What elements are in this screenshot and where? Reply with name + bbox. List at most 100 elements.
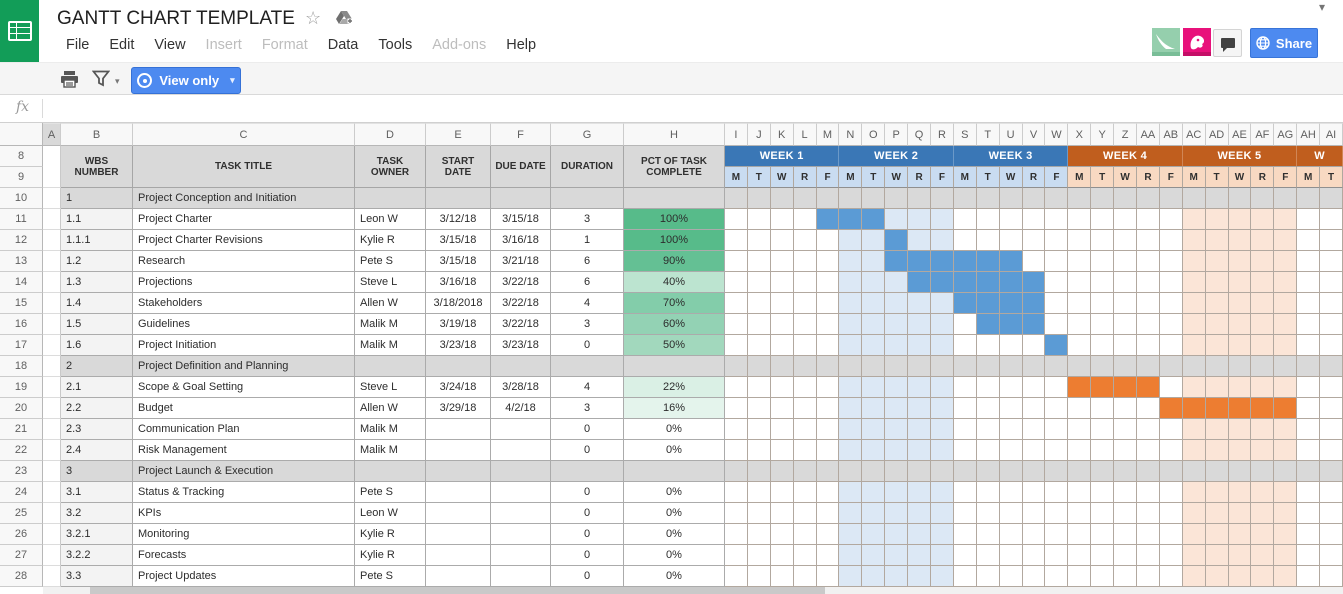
- cell-H14[interactable]: 40%: [624, 272, 725, 293]
- cell-M25[interactable]: [817, 503, 840, 524]
- cell-P18[interactable]: [885, 356, 908, 377]
- column-header-H[interactable]: H: [624, 123, 725, 146]
- cell-U16[interactable]: [1000, 314, 1023, 335]
- cell-T13[interactable]: [977, 251, 1000, 272]
- cell-E28[interactable]: [426, 566, 491, 587]
- cell-AG24[interactable]: [1274, 482, 1297, 503]
- cell-AH11[interactable]: [1297, 209, 1320, 230]
- cell-N21[interactable]: [839, 419, 862, 440]
- cell-AI25[interactable]: [1320, 503, 1343, 524]
- cell-D14[interactable]: Steve L: [355, 272, 426, 293]
- cell-R26[interactable]: [931, 524, 954, 545]
- cell-N16[interactable]: [839, 314, 862, 335]
- cell-F12[interactable]: 3/16/18: [491, 230, 551, 251]
- cell-B25[interactable]: 3.2: [61, 503, 133, 524]
- cell-O26[interactable]: [862, 524, 885, 545]
- row-header-18[interactable]: 18: [0, 356, 43, 377]
- cell-J28[interactable]: [748, 566, 771, 587]
- cell-D11[interactable]: Leon W: [355, 209, 426, 230]
- cell-P17[interactable]: [885, 335, 908, 356]
- cell-Q14[interactable]: [908, 272, 931, 293]
- column-header-V[interactable]: V: [1023, 123, 1046, 146]
- row-header-20[interactable]: 20: [0, 398, 43, 419]
- day-header-T[interactable]: T: [977, 167, 1000, 188]
- cell-Z19[interactable]: [1114, 377, 1137, 398]
- cell-A22[interactable]: [43, 440, 61, 461]
- cell-C26[interactable]: Monitoring: [133, 524, 355, 545]
- cell-Z11[interactable]: [1114, 209, 1137, 230]
- cell-L21[interactable]: [794, 419, 817, 440]
- menu-data[interactable]: Data: [318, 34, 369, 56]
- cell-AA12[interactable]: [1137, 230, 1160, 251]
- cell-AF24[interactable]: [1251, 482, 1274, 503]
- cell-C23[interactable]: Project Launch & Execution: [133, 461, 355, 482]
- cell-AD10[interactable]: [1206, 188, 1229, 209]
- cell-AA16[interactable]: [1137, 314, 1160, 335]
- cell-AF27[interactable]: [1251, 545, 1274, 566]
- cell-T16[interactable]: [977, 314, 1000, 335]
- cell-A18[interactable]: [43, 356, 61, 377]
- cell-AC14[interactable]: [1183, 272, 1206, 293]
- cell-F18[interactable]: [491, 356, 551, 377]
- menu-edit[interactable]: Edit: [99, 34, 144, 56]
- cell-AI17[interactable]: [1320, 335, 1343, 356]
- cell-T26[interactable]: [977, 524, 1000, 545]
- cell-AA13[interactable]: [1137, 251, 1160, 272]
- cell-AD14[interactable]: [1206, 272, 1229, 293]
- cell-X17[interactable]: [1068, 335, 1091, 356]
- cell-AD19[interactable]: [1206, 377, 1229, 398]
- cell-AC10[interactable]: [1183, 188, 1206, 209]
- cell-AI26[interactable]: [1320, 524, 1343, 545]
- cell-F11[interactable]: 3/15/18: [491, 209, 551, 230]
- cell-S13[interactable]: [954, 251, 977, 272]
- cell-F22[interactable]: [491, 440, 551, 461]
- cell-R19[interactable]: [931, 377, 954, 398]
- cell-Q18[interactable]: [908, 356, 931, 377]
- day-header-V[interactable]: R: [1023, 167, 1046, 188]
- cell-W28[interactable]: [1045, 566, 1068, 587]
- cell-B23[interactable]: 3: [61, 461, 133, 482]
- cell-O28[interactable]: [862, 566, 885, 587]
- cell-E11[interactable]: 3/12/18: [426, 209, 491, 230]
- cell-AG18[interactable]: [1274, 356, 1297, 377]
- row-header-17[interactable]: 17: [0, 335, 43, 356]
- cell-V28[interactable]: [1023, 566, 1046, 587]
- header-start-date[interactable]: START DATE: [426, 146, 491, 188]
- cell-W20[interactable]: [1045, 398, 1068, 419]
- cell-S19[interactable]: [954, 377, 977, 398]
- cell-G10[interactable]: [551, 188, 624, 209]
- cell-H24[interactable]: 0%: [624, 482, 725, 503]
- day-header-L[interactable]: R: [794, 167, 817, 188]
- column-header-I[interactable]: I: [725, 123, 748, 146]
- cell-P13[interactable]: [885, 251, 908, 272]
- cell-Y15[interactable]: [1091, 293, 1114, 314]
- cell-N15[interactable]: [839, 293, 862, 314]
- column-header-AD[interactable]: AD: [1206, 123, 1229, 146]
- cell-T12[interactable]: [977, 230, 1000, 251]
- cell-P20[interactable]: [885, 398, 908, 419]
- cell-AI19[interactable]: [1320, 377, 1343, 398]
- cell-O24[interactable]: [862, 482, 885, 503]
- cell-T21[interactable]: [977, 419, 1000, 440]
- cell-M14[interactable]: [817, 272, 840, 293]
- cell-Z24[interactable]: [1114, 482, 1137, 503]
- cell-Q21[interactable]: [908, 419, 931, 440]
- cell-D19[interactable]: Steve L: [355, 377, 426, 398]
- cell-I17[interactable]: [725, 335, 748, 356]
- cell-T22[interactable]: [977, 440, 1000, 461]
- cell-S25[interactable]: [954, 503, 977, 524]
- cell-Q13[interactable]: [908, 251, 931, 272]
- cell-B22[interactable]: 2.4: [61, 440, 133, 461]
- cell-J16[interactable]: [748, 314, 771, 335]
- cell-W25[interactable]: [1045, 503, 1068, 524]
- cell-H26[interactable]: 0%: [624, 524, 725, 545]
- cell-R12[interactable]: [931, 230, 954, 251]
- day-header-W[interactable]: F: [1045, 167, 1068, 188]
- cell-AI20[interactable]: [1320, 398, 1343, 419]
- cell-C20[interactable]: Budget: [133, 398, 355, 419]
- cell-AB13[interactable]: [1160, 251, 1183, 272]
- cell-P11[interactable]: [885, 209, 908, 230]
- cell-AG26[interactable]: [1274, 524, 1297, 545]
- cell-T27[interactable]: [977, 545, 1000, 566]
- cell-AC18[interactable]: [1183, 356, 1206, 377]
